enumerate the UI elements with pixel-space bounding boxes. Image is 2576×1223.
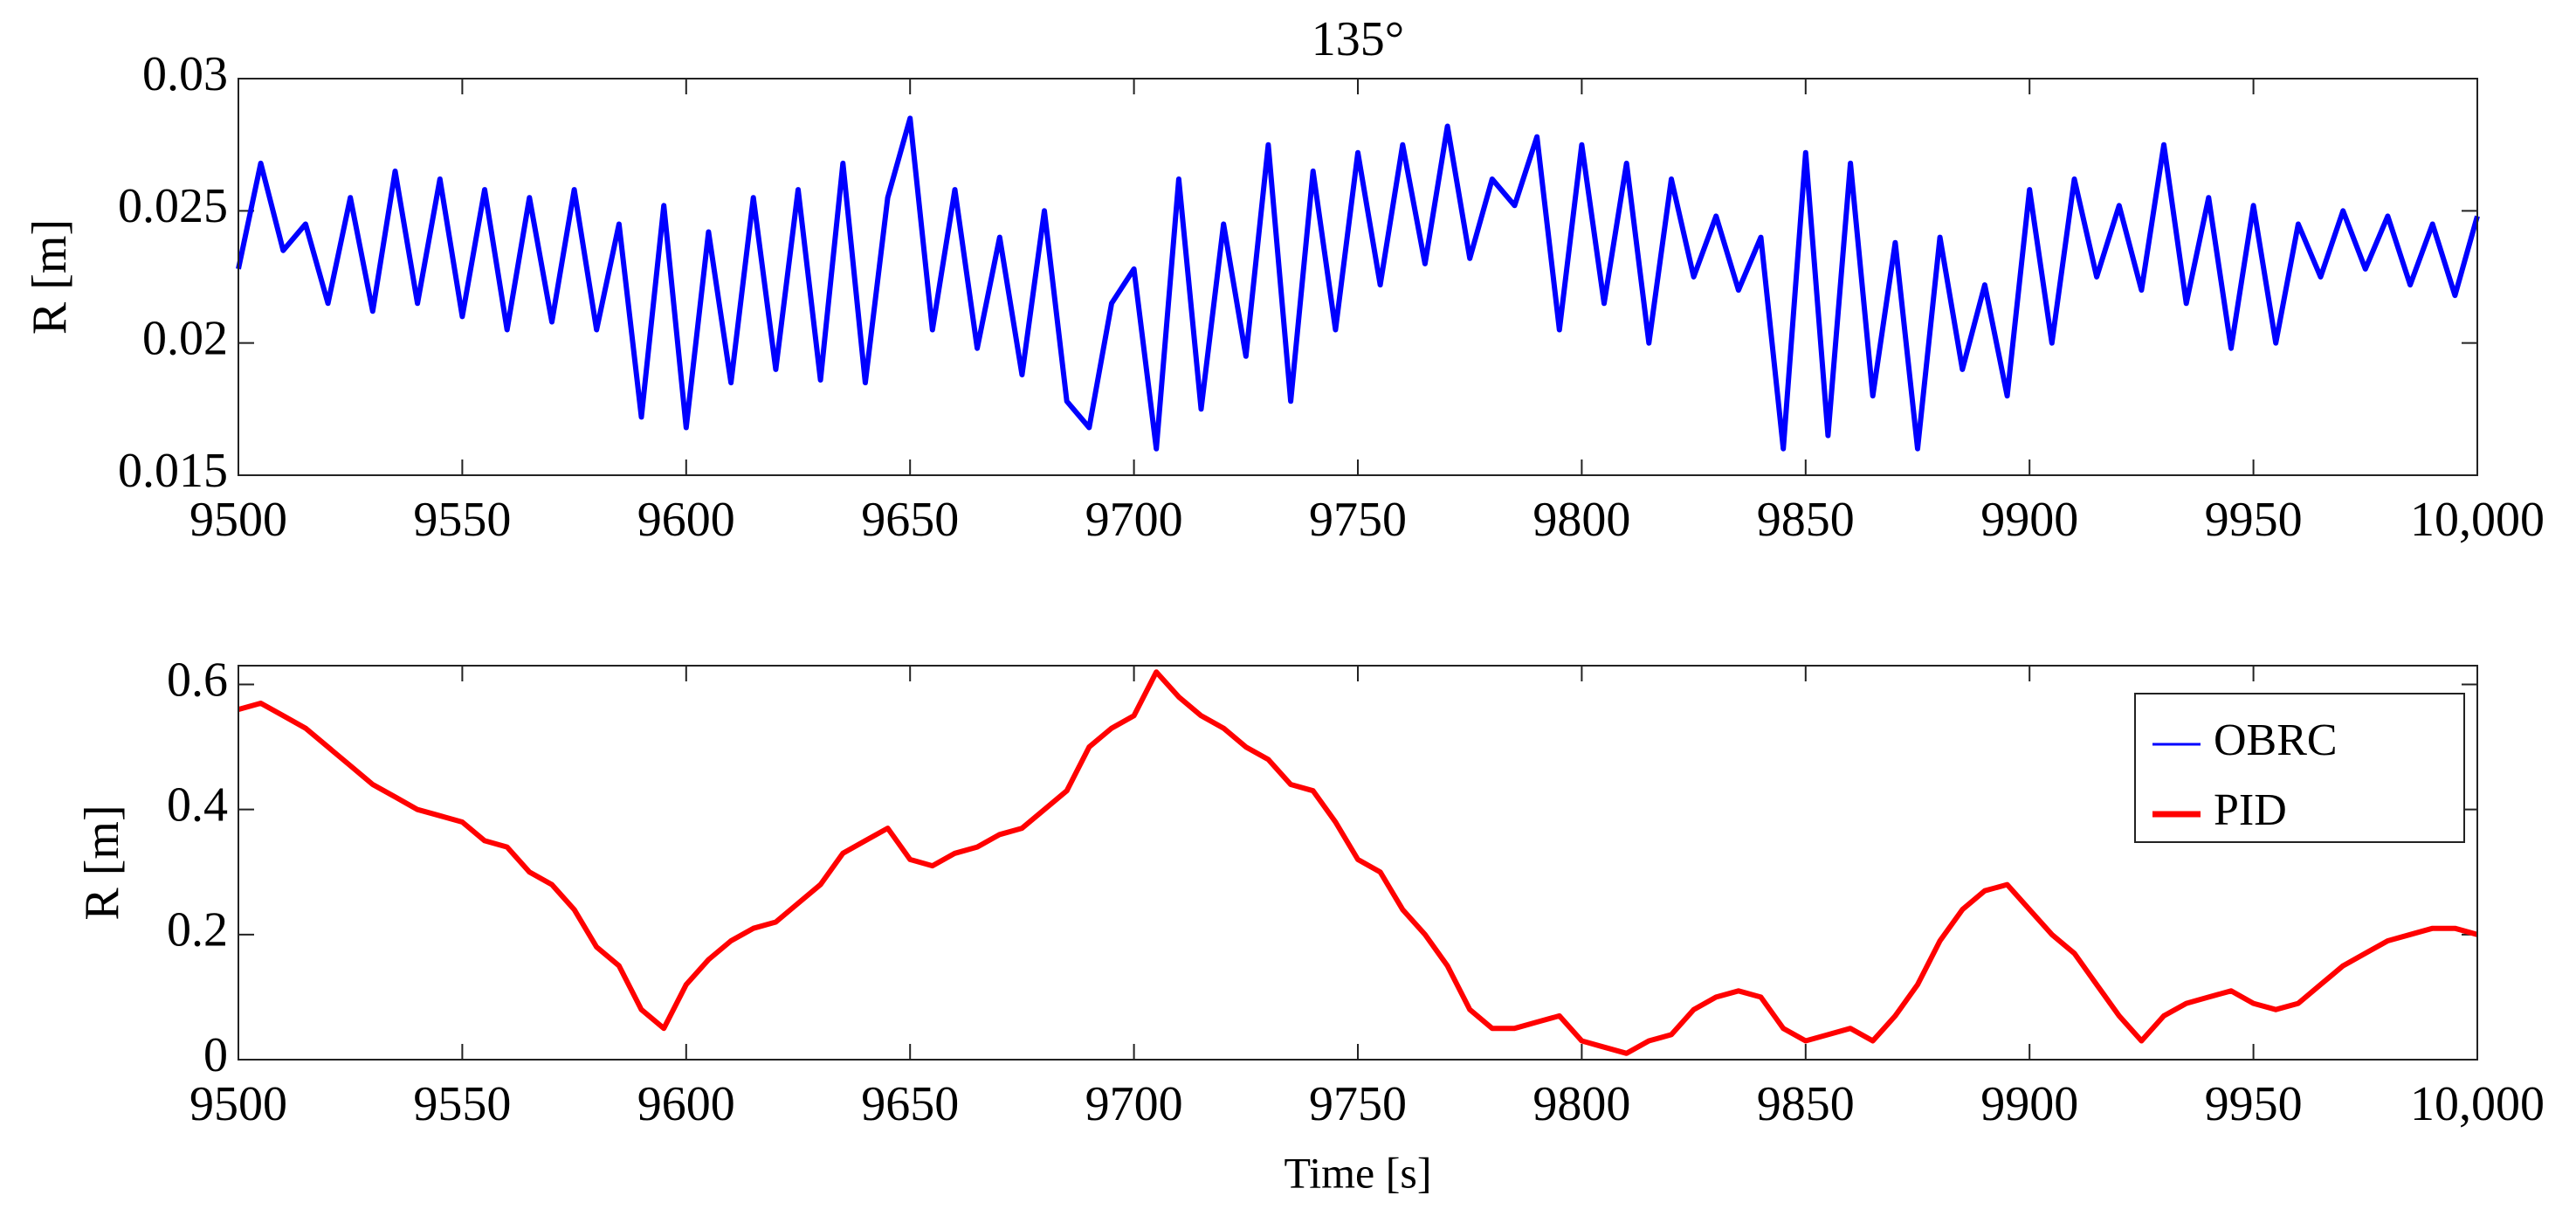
x-tick-label: 9950 <box>2205 493 2303 547</box>
x-tick-label: 9700 <box>1085 493 1183 547</box>
x-tick-label: 9550 <box>413 493 511 547</box>
x-tick-label: 9900 <box>1980 1077 2078 1131</box>
x-tick-label: 10,000 <box>2410 1077 2545 1131</box>
x-tick-label: 9500 <box>189 493 287 547</box>
x-tick-label: 10,000 <box>2410 493 2545 547</box>
axes-frame <box>238 665 2478 1061</box>
y-tick-label: 0.02 <box>142 312 228 366</box>
x-tick-label: 9650 <box>861 1077 959 1131</box>
chart-title: 135° <box>1312 12 1404 66</box>
x-tick-label: 9850 <box>1757 1077 1855 1131</box>
y-tick-label: 0 <box>203 1028 228 1082</box>
y-tick-label: 0.2 <box>167 903 228 957</box>
x-tick-label: 9550 <box>413 1077 511 1131</box>
line-series <box>236 115 2480 452</box>
y-tick-label: 0.015 <box>118 444 228 498</box>
y-tick-label: 0.6 <box>167 653 228 707</box>
plot-area <box>238 79 2477 475</box>
x-tick-label: 9800 <box>1533 1077 1630 1131</box>
legend-label: OBRC <box>2214 715 2338 765</box>
x-tick-label: 9500 <box>189 1077 287 1131</box>
y-axis-label: R [m] <box>23 219 77 335</box>
x-tick-label: 9600 <box>637 493 735 547</box>
x-tick-label: 9700 <box>1085 1077 1183 1131</box>
x-tick-label: 9900 <box>1980 493 2078 547</box>
legend-box <box>2134 693 2465 843</box>
y-axis-label: R [m] <box>75 805 129 920</box>
x-tick-label: 9750 <box>1309 493 1407 547</box>
line-series <box>238 669 2478 1056</box>
x-tick-label: 9750 <box>1309 1077 1407 1131</box>
legend-label: PID <box>2214 785 2287 835</box>
x-axis-label: Time [s] <box>1284 1148 1431 1197</box>
x-tick-label: 9600 <box>637 1077 735 1131</box>
x-tick-label: 9650 <box>861 493 959 547</box>
y-tick-label: 0.025 <box>118 179 228 233</box>
y-tick-label: 0.03 <box>142 47 228 101</box>
x-tick-label: 9800 <box>1533 493 1630 547</box>
x-tick-label: 9850 <box>1757 493 1855 547</box>
x-tick-label: 9950 <box>2205 1077 2303 1131</box>
axes-frame <box>238 78 2478 476</box>
y-tick-label: 0.4 <box>167 777 228 832</box>
